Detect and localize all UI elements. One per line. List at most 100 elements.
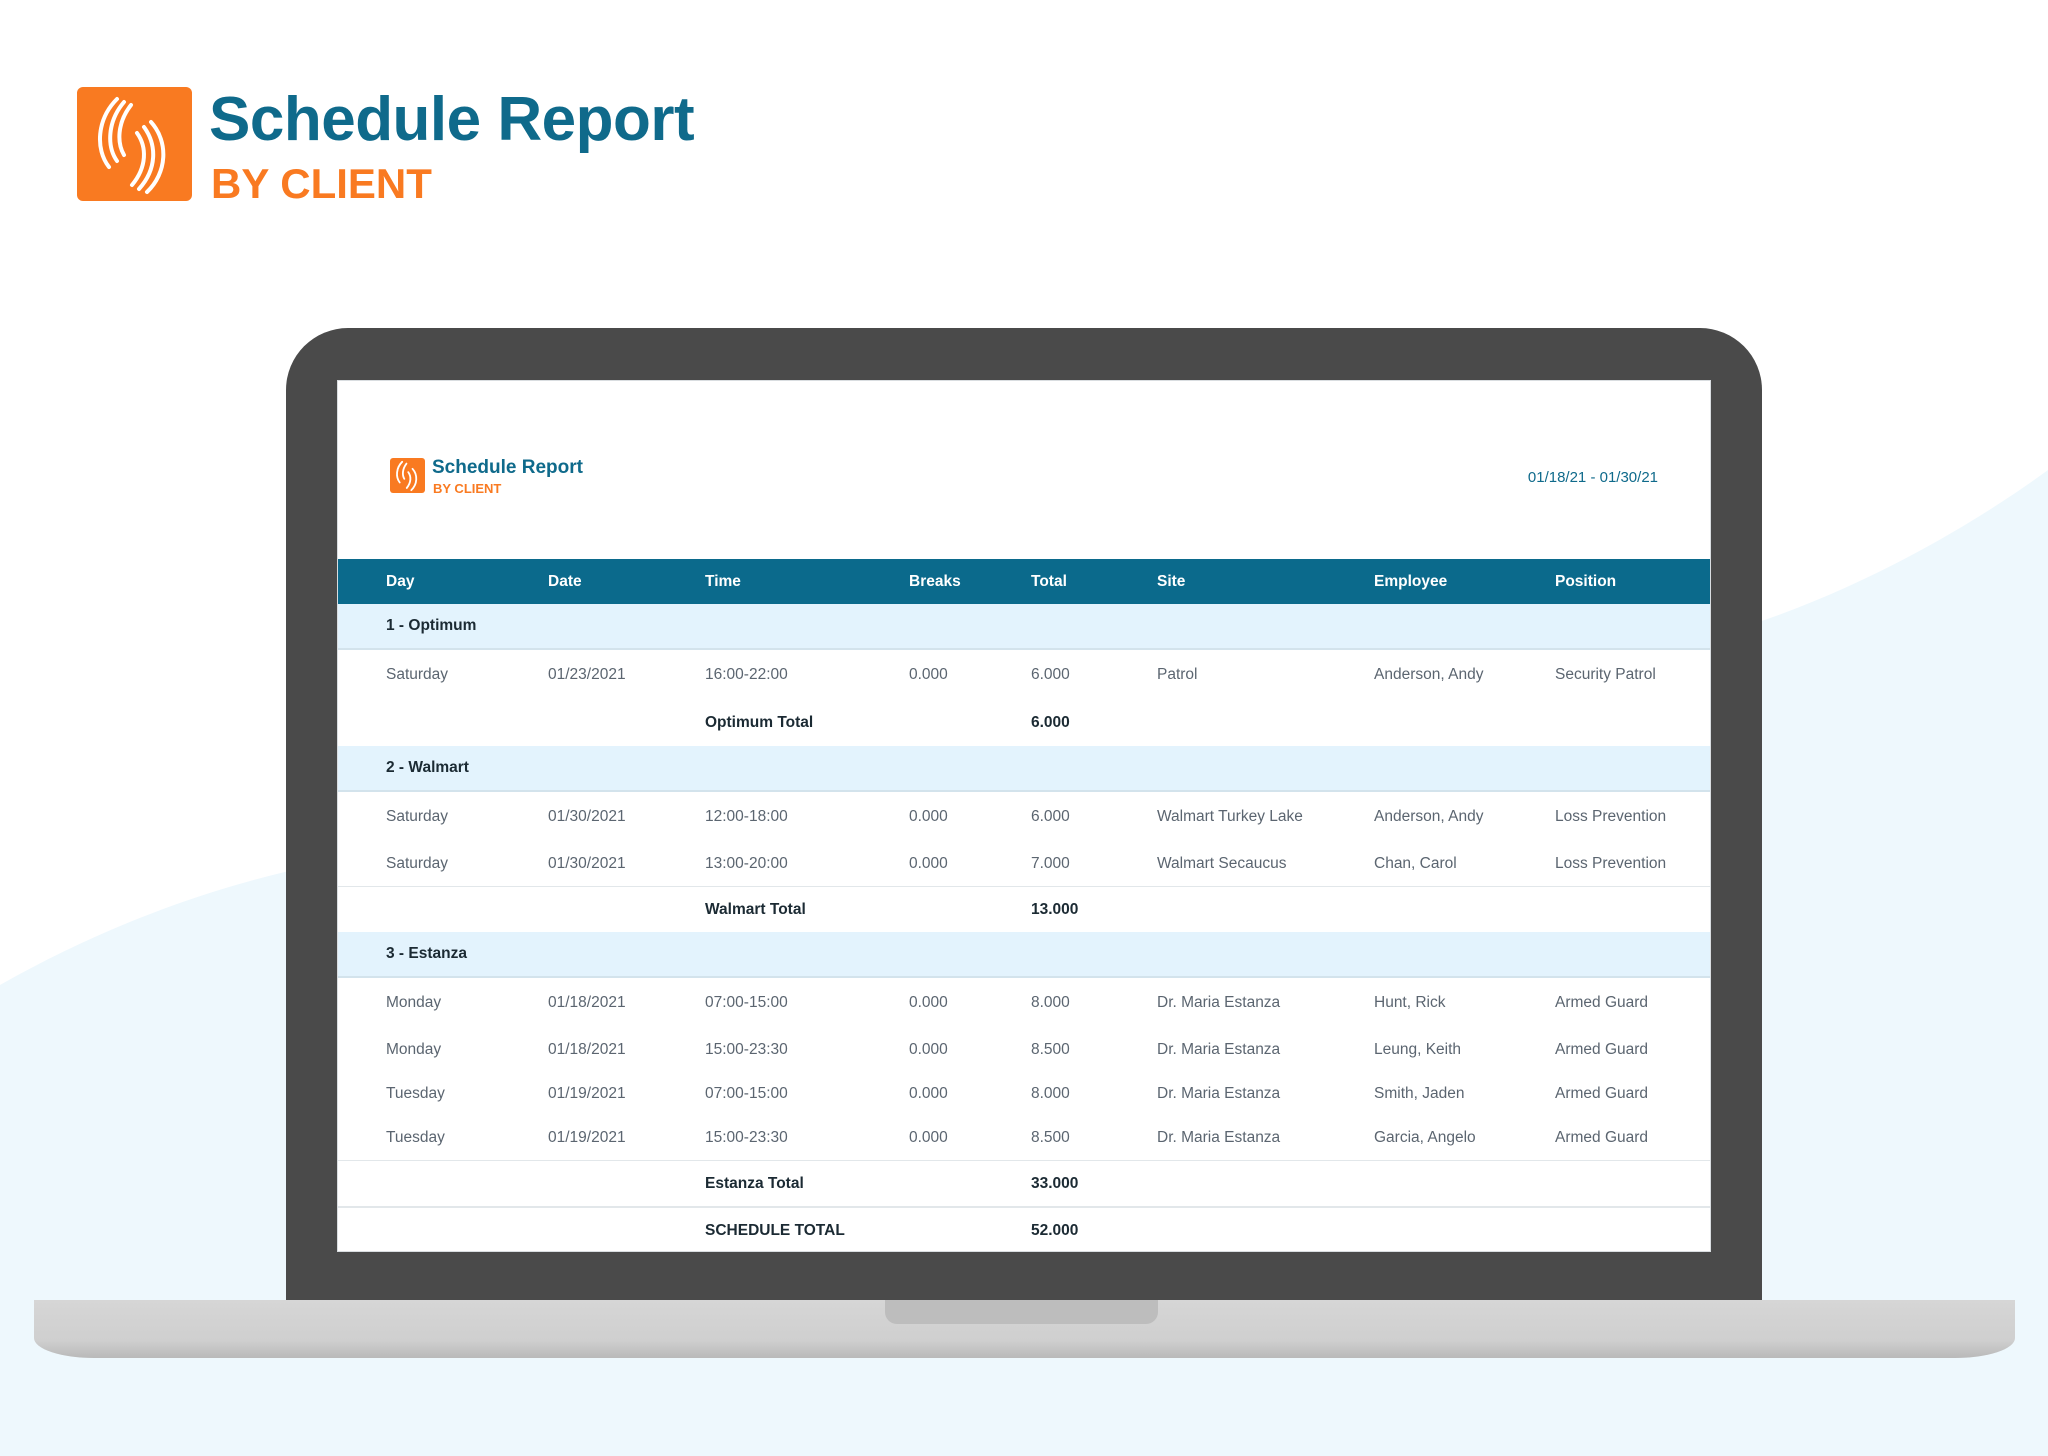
cell-employee: Smith, Jaden — [1374, 1085, 1465, 1102]
cell-site: Walmart Turkey Lake — [1157, 808, 1303, 825]
cell-day: Monday — [386, 994, 442, 1011]
report-logo — [390, 458, 425, 493]
cell-site: Dr. Maria Estanza — [1157, 1129, 1281, 1146]
cell-site: Patrol — [1157, 666, 1198, 683]
cell-breaks: 0.000 — [909, 1129, 948, 1146]
cell-date: 01/30/2021 — [548, 855, 626, 872]
cell-day: Tuesday — [386, 1085, 445, 1102]
table-row: Saturday 01/23/2021 16:00-22:00 0.000 6.000 P… — [338, 650, 1710, 700]
client-total-value: 13.000 — [1031, 900, 1079, 918]
report-screen: Schedule Report BY CLIENT 01/18/21 - 01/… — [337, 380, 1711, 1252]
report-title: Schedule Report — [432, 457, 583, 478]
table-row: Saturday 01/30/2021 12:00-18:00 0.000 6.000 W… — [338, 792, 1710, 842]
cell-date: 01/30/2021 — [548, 808, 626, 825]
cell-day: Tuesday — [386, 1129, 445, 1146]
schedule-total-row: SCHEDULE TOTAL 52.000 — [338, 1206, 1710, 1254]
signal-waves-icon — [98, 97, 166, 194]
cell-site: Dr. Maria Estanza — [1157, 994, 1281, 1011]
cell-time: 07:00-15:00 — [705, 994, 788, 1011]
report-subtitle: BY CLIENT — [433, 481, 502, 496]
client-total-label: Estanza Total — [705, 1174, 804, 1192]
cell-site: Dr. Maria Estanza — [1157, 1085, 1281, 1102]
cell-employee: Hunt, Rick — [1374, 994, 1446, 1011]
client-group-row: 3 - Estanza — [338, 932, 1710, 978]
cell-employee: Anderson, Andy — [1374, 808, 1484, 825]
cell-time: 12:00-18:00 — [705, 808, 788, 825]
cell-total: 8.000 — [1031, 1085, 1070, 1102]
column-header-time: Time — [705, 572, 741, 590]
cell-day: Saturday — [386, 666, 449, 683]
cell-breaks: 0.000 — [909, 855, 948, 872]
report-date-range: 01/18/21 - 01/30/21 — [1527, 469, 1658, 486]
cell-position: Loss Prevention — [1555, 855, 1667, 872]
table-row: Saturday 01/30/2021 13:00-20:00 0.000 7.000 W… — [338, 842, 1710, 886]
cell-position: Security Patrol — [1555, 666, 1656, 683]
cell-total: 6.000 — [1031, 808, 1070, 825]
cell-total: 7.000 — [1031, 855, 1070, 872]
client-total-label: Walmart Total — [705, 900, 806, 918]
column-header-site: Site — [1157, 572, 1186, 590]
schedule-table: Day Date Time Breaks Total Site Employee Positi… — [338, 559, 1710, 1254]
cell-breaks: 0.000 — [909, 808, 948, 825]
cell-breaks: 0.000 — [909, 1041, 948, 1058]
cell-position: Armed Guard — [1555, 1129, 1649, 1146]
cell-day: Saturday — [386, 808, 449, 825]
table-row: Monday 01/18/2021 07:00-15:00 0.000 8.000 Dr.… — [338, 978, 1710, 1028]
client-group-row: 1 - Optimum — [338, 604, 1710, 650]
cell-date: 01/19/2021 — [548, 1085, 626, 1102]
cell-total: 8.500 — [1031, 1041, 1070, 1058]
client-total-row: Walmart Total 13.000 — [338, 886, 1710, 932]
schedule-total-value: 52.000 — [1031, 1222, 1079, 1239]
cell-position: Armed Guard — [1555, 1085, 1649, 1102]
table-header: Day Date Time Breaks Total Site Employee Positi… — [338, 559, 1710, 604]
cell-employee: Garcia, Angelo — [1374, 1129, 1476, 1146]
cell-position: Armed Guard — [1555, 1041, 1649, 1058]
cell-total: 8.000 — [1031, 994, 1070, 1011]
laptop-notch — [885, 1300, 1158, 1324]
cell-employee: Chan, Carol — [1374, 855, 1457, 872]
cell-position: Loss Prevention — [1555, 808, 1667, 825]
table-row: Tuesday 01/19/2021 15:00-23:30 0.000 8.500 Dr… — [338, 1116, 1710, 1160]
cell-time: 15:00-23:30 — [705, 1041, 788, 1058]
column-header-employee: Employee — [1374, 572, 1448, 590]
cell-time: 15:00-23:30 — [705, 1129, 788, 1146]
column-header-breaks: Breaks — [909, 572, 961, 590]
cell-time: 07:00-15:00 — [705, 1085, 788, 1102]
schedule-total-label: SCHEDULE TOTAL — [705, 1222, 845, 1239]
client-total-label: Optimum Total — [705, 714, 814, 731]
hero-subtitle: BY CLIENT — [211, 160, 432, 207]
client-total-value: 6.000 — [1031, 714, 1070, 731]
cell-day: Monday — [386, 1041, 442, 1058]
hero-title: Schedule Report — [209, 85, 695, 154]
cell-date: 01/23/2021 — [548, 666, 626, 683]
cell-site: Walmart Secaucus — [1157, 855, 1287, 872]
cell-date: 01/19/2021 — [548, 1129, 626, 1146]
table-row: Tuesday 01/19/2021 07:00-15:00 0.000 8.000 Dr… — [338, 1072, 1710, 1116]
cell-total: 6.000 — [1031, 666, 1070, 683]
column-header-position: Position — [1555, 572, 1617, 590]
cell-date: 01/18/2021 — [548, 1041, 626, 1058]
cell-site: Dr. Maria Estanza — [1157, 1041, 1281, 1058]
column-header-date: Date — [548, 572, 582, 590]
column-header-total: Total — [1031, 572, 1067, 590]
client-group-name: 2 - Walmart — [386, 759, 469, 776]
cell-time: 13:00-20:00 — [705, 855, 788, 872]
client-total-row: Estanza Total 33.000 — [338, 1160, 1710, 1206]
cell-employee: Leung, Keith — [1374, 1041, 1462, 1058]
client-group-name: 3 - Estanza — [386, 945, 467, 962]
cell-breaks: 0.000 — [909, 994, 948, 1011]
cell-day: Saturday — [386, 855, 449, 872]
cell-total: 8.500 — [1031, 1129, 1070, 1146]
brand-logo — [77, 87, 192, 201]
cell-position: Armed Guard — [1555, 994, 1649, 1011]
cell-time: 16:00-22:00 — [705, 666, 788, 683]
client-total-row: Optimum Total 6.000 — [338, 700, 1710, 746]
signal-waves-icon — [396, 460, 418, 492]
client-total-value: 33.000 — [1031, 1174, 1079, 1192]
column-header-day: Day — [386, 572, 415, 590]
cell-breaks: 0.000 — [909, 666, 948, 683]
table-row: Monday 01/18/2021 15:00-23:30 0.000 8.500 Dr.… — [338, 1028, 1710, 1072]
client-group-row: 2 - Walmart — [338, 746, 1710, 792]
cell-breaks: 0.000 — [909, 1085, 948, 1102]
client-group-name: 1 - Optimum — [386, 617, 477, 634]
